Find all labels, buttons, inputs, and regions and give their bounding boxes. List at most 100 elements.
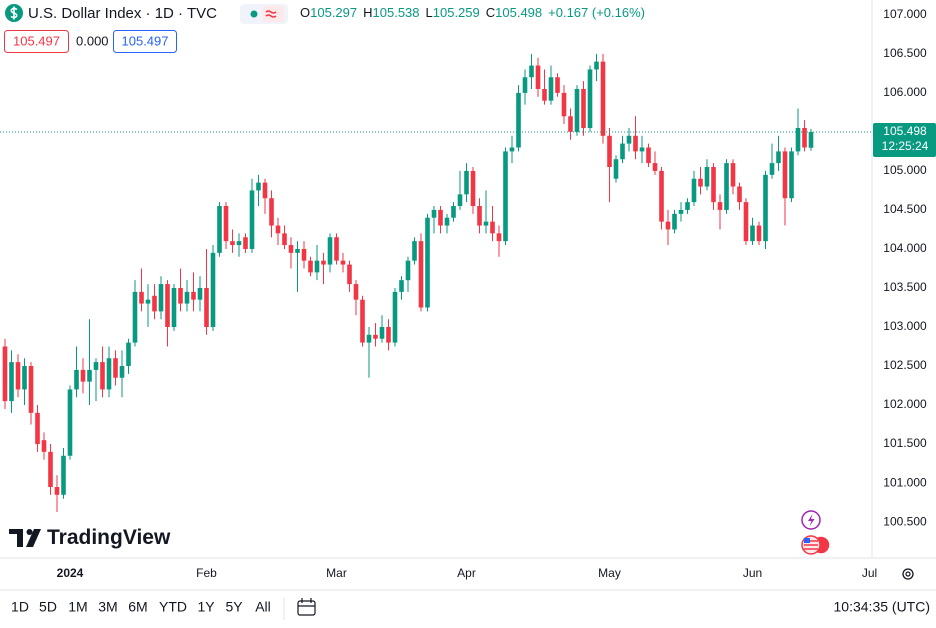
timeframe-button[interactable]: 5D [39,599,57,615]
candle-body [652,163,658,171]
timeframe-button[interactable]: 5Y [225,599,243,615]
ohlc-legend: O105.297 H105.538 L105.259 C105.498 +0.167 (… [300,5,645,20]
candle-body [802,127,807,148]
y-tick-label: 102.500 [883,358,927,372]
candle-body [672,213,677,230]
candle-body [360,299,365,343]
delay-icon [265,10,277,18]
candle-body [451,206,456,218]
input-box[interactable] [4,30,69,53]
ohlc-value: 105.538 [373,5,420,20]
flag-canton [804,538,810,543]
input-box[interactable] [113,30,177,53]
candle-body [288,245,294,253]
ohlc-key: L [426,5,433,20]
calendar-frame [297,600,316,616]
y-tick-label: 103.500 [883,280,927,294]
candle-body [282,233,287,246]
logo-part [26,529,33,535]
candle-body [321,260,326,265]
candle-body [529,65,534,78]
candle-body [425,217,430,308]
candle-body [542,88,547,101]
logo-part [9,529,23,534]
candle-body [9,362,14,402]
timeframe-button[interactable]: 1M [68,599,87,615]
candle-body [581,88,586,128]
candle-body [412,241,417,261]
candle-body [256,182,261,191]
timeframe-button[interactable]: 3M [98,599,117,615]
y-tick-label: 100.500 [883,514,927,528]
symbol-title[interactable]: U.S. Dollar Index · 1D · TVC [28,5,217,22]
candle-body [191,291,196,300]
x-tick-label: Mar [326,566,347,580]
candle-body [503,151,508,242]
candle-body [438,209,443,226]
candle-body [782,151,788,199]
x-tick-label: Jul [862,566,877,580]
candle-body [54,486,60,495]
candle-body [789,151,794,199]
candle-body [197,287,203,300]
candle-body [35,412,40,445]
candle-body [269,198,274,226]
candle-body [2,346,8,402]
candle-body [568,116,573,132]
candle-body [74,369,79,390]
clock[interactable]: 10:34:35 (UTC) [834,599,930,615]
last-price-label: 105.498 [883,124,927,138]
candle-body [295,248,300,253]
symbol-icon-glyph [10,6,18,20]
candle-body [795,127,801,152]
input-value: 0.000 [76,33,109,48]
candle-body [165,284,170,327]
brand-logo[interactable]: TradingView [9,526,171,549]
candle-body [178,287,183,304]
candle-body [132,291,138,343]
candle-body [230,241,235,246]
ohlc-key: O [300,5,310,20]
date-range-icon[interactable] [297,598,316,616]
candle-body [756,225,762,242]
candle-body [15,362,21,390]
x-tick-label: Apr [457,566,476,580]
candle-body [392,291,398,343]
candle-body [93,362,99,370]
candle-body [444,217,450,226]
candle-body [366,334,372,343]
candle-body [210,252,216,327]
delay-badge [262,6,284,22]
candle-body [119,366,125,378]
candle-body [496,233,502,242]
x-tick-label: Jun [743,566,762,580]
candle-body [685,202,690,210]
candle-body [509,147,515,152]
candle-body [704,167,710,187]
timeframe-button[interactable]: 6M [128,599,147,615]
candle-body [561,92,567,117]
candle-body [373,334,378,339]
candle-body [639,147,645,152]
timeframe-button[interactable]: YTD [159,599,187,615]
candle-body [106,358,112,390]
candle-body [327,237,333,265]
candle-body [483,221,489,226]
timeframe-button[interactable]: 1D [11,599,29,615]
candle-body [457,194,463,207]
candle-body [743,202,749,242]
settings-icon[interactable] [902,568,914,580]
candle-body [204,287,209,327]
candle-body [730,163,736,187]
ohlc-value: 105.498 [495,5,542,20]
timeframe-button[interactable]: All [255,599,271,615]
candle-body [717,202,723,210]
candle-body [418,241,424,308]
candle-body [626,135,632,144]
candle-body [87,369,92,382]
candle-body [659,170,664,222]
timeframe-button[interactable]: 1Y [197,599,215,615]
candle-body [516,92,521,148]
candle-body [587,69,593,128]
candle-body [808,132,814,148]
